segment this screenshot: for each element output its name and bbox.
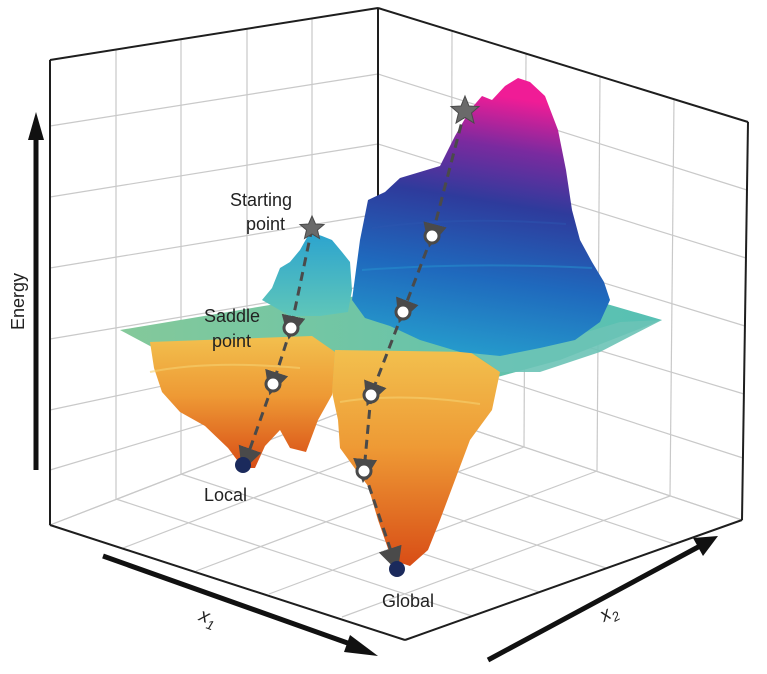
surface-main-peak — [352, 78, 610, 356]
x1-axis-label: x1 — [194, 605, 219, 634]
x2-axis-label: x2 — [596, 600, 624, 630]
waypoints — [264, 227, 441, 480]
start-star-global-icon — [449, 94, 481, 125]
surface-small-peak — [262, 232, 352, 316]
saddle-point-label-line2: point — [212, 331, 251, 351]
waypoint-global-2 — [394, 303, 412, 321]
saddle-point-label-line1: Saddle — [204, 306, 260, 326]
energy-axis-label: Energy — [8, 273, 28, 330]
descent-path-global — [353, 109, 467, 572]
local-label: Local — [204, 485, 247, 505]
energy-surface — [120, 78, 662, 566]
x1-axis: x1 — [102, 553, 378, 656]
energy-axis: Energy — [8, 112, 44, 470]
surface-local-basin — [150, 336, 335, 468]
waypoint-global-3 — [362, 386, 380, 404]
waypoint-local-2 — [264, 375, 282, 393]
waypoint-global-1 — [423, 227, 441, 245]
waypoint-global-4 — [355, 462, 373, 480]
global-label: Global — [382, 591, 434, 611]
starting-point-label-line2: point — [246, 214, 285, 234]
local-minimum-marker — [235, 457, 251, 473]
waypoint-local-saddle — [282, 319, 300, 337]
descent-path-local — [238, 227, 314, 472]
global-minimum-marker — [389, 561, 405, 577]
surface-global-basin — [332, 350, 500, 566]
starting-point-label-line1: Starting — [230, 190, 292, 210]
start-star-local-icon — [298, 214, 326, 240]
box-frame — [49, 7, 749, 641]
surface-right-shoulder — [470, 320, 662, 372]
